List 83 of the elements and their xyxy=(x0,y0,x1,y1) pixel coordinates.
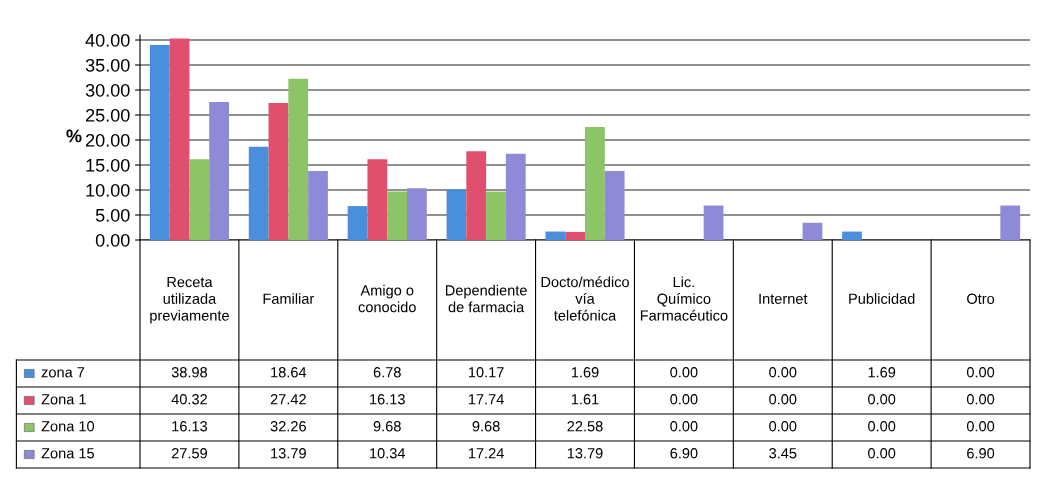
data-label: 16.13 xyxy=(370,394,405,405)
x-tick-label: Receta utilizada previamente xyxy=(150,276,229,324)
bar xyxy=(367,159,388,240)
bar xyxy=(268,102,289,240)
data-label: 10.34 xyxy=(370,448,406,459)
data-label: 6.90 xyxy=(967,448,995,459)
bar xyxy=(189,159,210,240)
y-tick-label: 20.00 xyxy=(86,133,130,147)
bar xyxy=(308,171,328,240)
bar xyxy=(565,231,585,240)
x-tick-label: Lic. Químico Farmacéutico xyxy=(640,276,728,321)
data-label: 0.00 xyxy=(769,421,797,432)
y-tick-label: 35.00 xyxy=(85,58,130,72)
bar xyxy=(169,38,190,240)
x-tick-label: Dependiente de farmacia xyxy=(445,284,527,313)
y-tick-label: 15.00 xyxy=(86,158,130,172)
data-label: 0.00 xyxy=(769,394,797,405)
bar xyxy=(802,222,823,240)
bar xyxy=(407,188,427,240)
data-label: 0.00 xyxy=(868,448,896,459)
data-label: 40.32 xyxy=(171,394,207,405)
x-tick-label: Otro xyxy=(967,293,995,304)
y-tick-label: 30.00 xyxy=(85,83,130,97)
legend-label: zona 7 xyxy=(41,367,85,378)
data-label: 1.69 xyxy=(868,367,896,378)
y-tick-label: 0.00 xyxy=(95,233,130,247)
data-label: 16.13 xyxy=(172,421,208,432)
data-label: 0.00 xyxy=(670,367,698,378)
data-label: 1.69 xyxy=(571,367,599,378)
y-tick-label: 25.00 xyxy=(86,108,130,122)
data-label: 0.00 xyxy=(868,421,896,432)
bar xyxy=(545,231,566,240)
data-label: 13.79 xyxy=(567,448,603,459)
bar xyxy=(288,78,309,240)
y-tick-label: 40.00 xyxy=(85,33,130,47)
data-label: 6.78 xyxy=(373,367,401,378)
legend-label: Zona 10 xyxy=(41,421,95,432)
bar xyxy=(149,45,170,240)
data-label: 0.00 xyxy=(966,421,995,432)
bar xyxy=(585,127,605,240)
bar xyxy=(1000,205,1021,240)
bar xyxy=(703,205,724,240)
data-label: 0.00 xyxy=(966,367,995,378)
bar xyxy=(209,102,229,240)
data-label: 0.00 xyxy=(769,367,797,378)
bar xyxy=(446,189,467,240)
bar xyxy=(505,153,526,240)
x-tick-label: Publicidad xyxy=(849,293,915,304)
data-label: 22.58 xyxy=(567,421,603,432)
data-label: 18.64 xyxy=(271,367,307,378)
data-label: 17.74 xyxy=(468,394,504,405)
data-label: 0.00 xyxy=(868,394,896,405)
data-label: 0.00 xyxy=(670,421,698,432)
data-label: 0.00 xyxy=(966,394,995,405)
bar xyxy=(248,146,269,240)
data-label: 0.00 xyxy=(670,394,698,405)
bar xyxy=(466,151,487,240)
y-axis-title: % xyxy=(66,129,82,143)
data-label: 27.42 xyxy=(270,394,306,405)
data-label: 6.90 xyxy=(670,448,698,459)
legend-label: Zona 15 xyxy=(41,448,95,459)
bar xyxy=(387,191,407,240)
data-label: 17.24 xyxy=(468,448,504,459)
data-label: 9.68 xyxy=(373,421,401,432)
bar xyxy=(347,206,368,240)
x-tick-label: Amigo o conocido xyxy=(358,284,416,313)
x-tick-label: Familiar xyxy=(263,293,315,304)
legend-label: Zona 1 xyxy=(41,394,86,405)
data-label: 32.26 xyxy=(270,421,306,432)
bar xyxy=(486,191,506,240)
data-label: 13.79 xyxy=(271,448,306,459)
data-label: 3.45 xyxy=(769,448,797,459)
x-tick-label: Internet xyxy=(759,293,808,304)
bar xyxy=(604,171,625,240)
bar xyxy=(842,231,862,240)
data-label: 1.61 xyxy=(571,394,599,405)
data-label: 9.68 xyxy=(472,421,500,432)
y-tick-label: 10.00 xyxy=(86,183,130,197)
data-label: 27.59 xyxy=(171,448,207,459)
x-tick-label: Docto/médico vía telefónica xyxy=(541,276,629,321)
data-label: 38.98 xyxy=(171,367,208,378)
y-tick-label: 5.00 xyxy=(95,208,130,222)
data-label: 10.17 xyxy=(468,367,504,378)
